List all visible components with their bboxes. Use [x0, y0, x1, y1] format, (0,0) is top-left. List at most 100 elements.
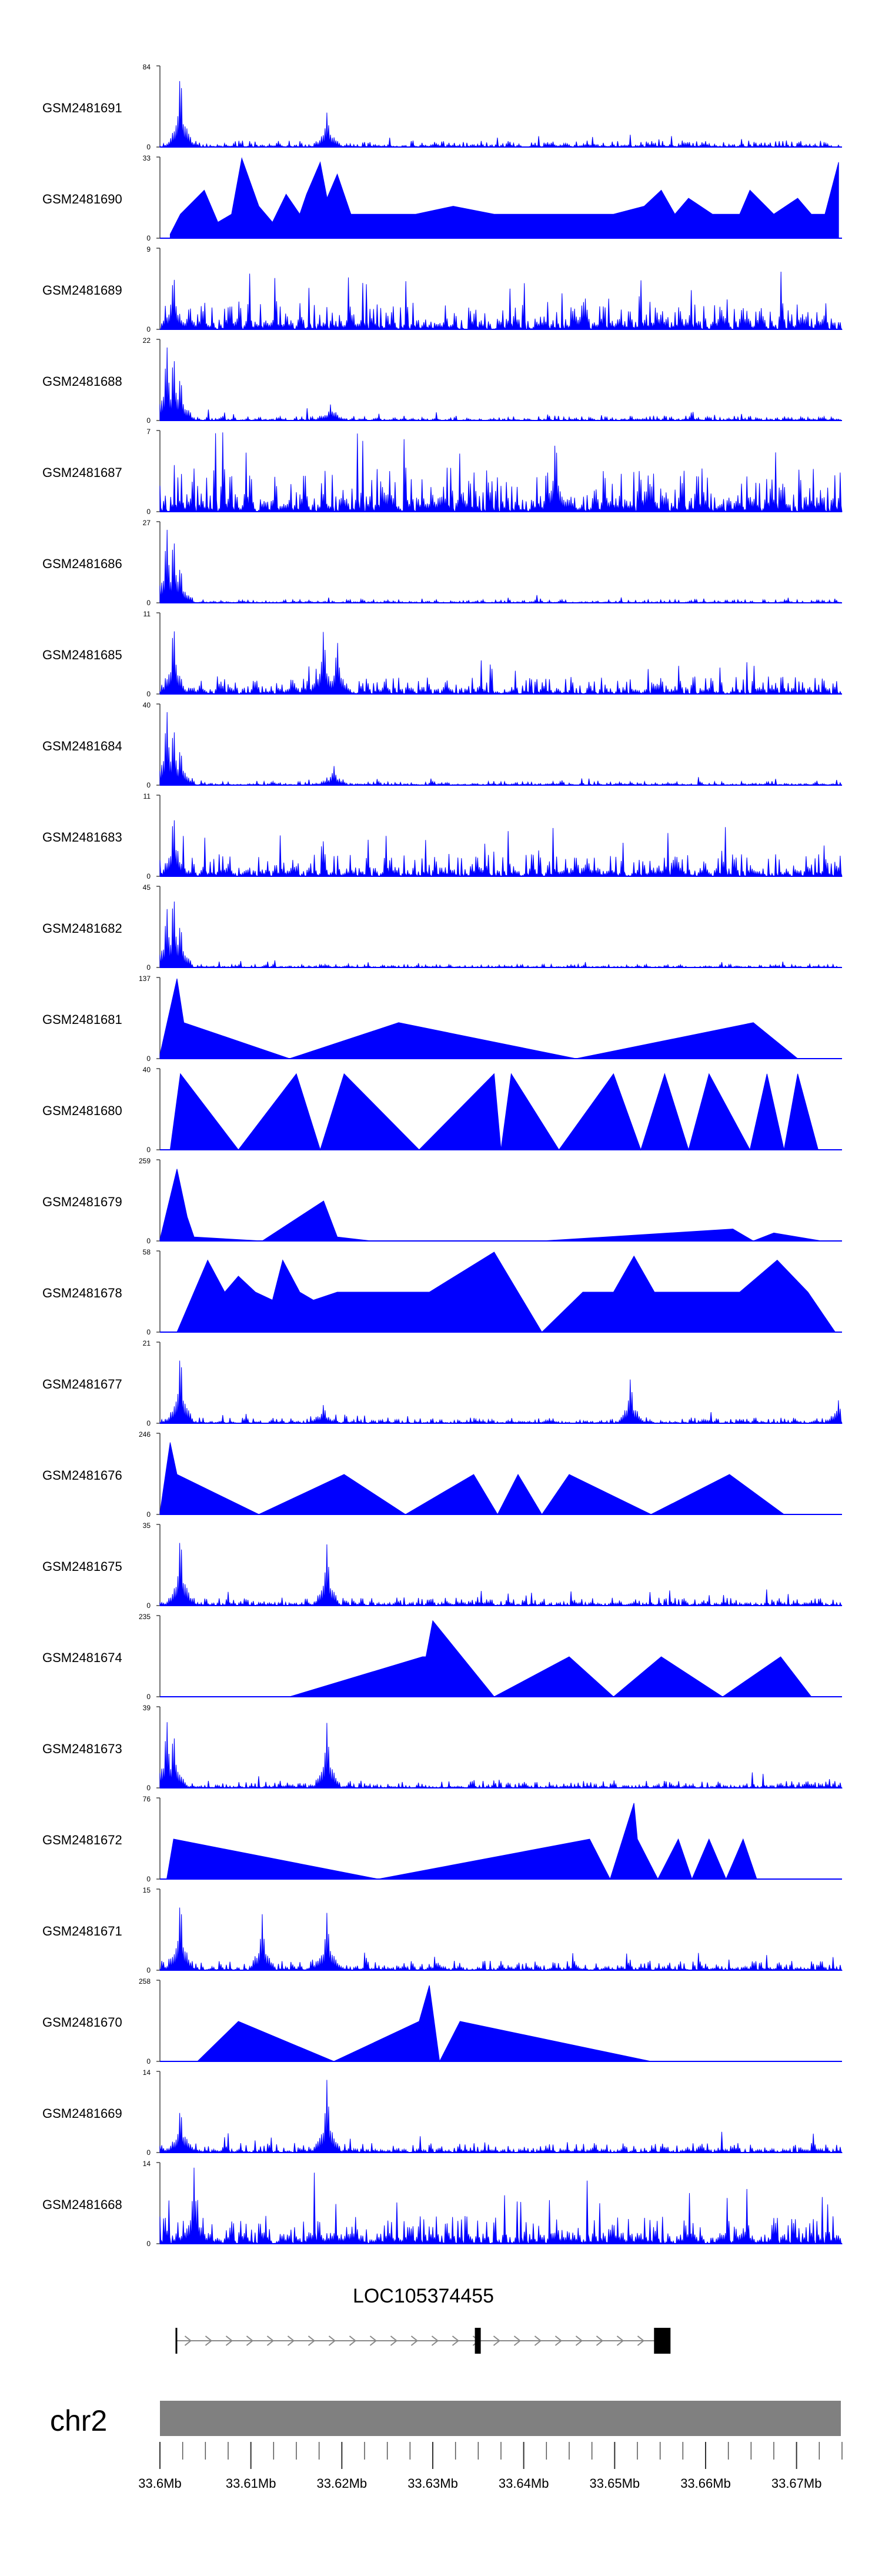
- coverage-area: [289, 1620, 812, 1697]
- strand-arrow: [369, 2335, 377, 2346]
- track-label: GSM2481673: [42, 1741, 122, 1756]
- ymin-label: 0: [146, 1328, 151, 1336]
- ymax-label: 14: [143, 2068, 151, 2077]
- ymin-label: 0: [146, 1055, 151, 1063]
- strand-arrow: [513, 2335, 522, 2346]
- strand-arrow: [246, 2335, 254, 2346]
- track-GSM2481679: GSM2481679 259 0: [42, 1157, 842, 1245]
- track-label: GSM2481688: [42, 374, 122, 389]
- ymax-label: 84: [143, 63, 151, 71]
- track-GSM2481670: GSM2481670 258 0: [42, 1977, 842, 2066]
- ymin-label: 0: [146, 1419, 151, 1427]
- track-GSM2481687: GSM2481687 7 0: [42, 428, 843, 516]
- track-GSM2481669: GSM2481669 14 0: [42, 2068, 843, 2157]
- coverage-area: [159, 978, 799, 1059]
- ymin-label: 0: [146, 2057, 151, 2066]
- strand-arrow: [349, 2335, 357, 2346]
- ymin-label: 0: [146, 234, 151, 242]
- ymax-label: 235: [139, 1613, 151, 1621]
- ymax-label: 76: [143, 1795, 151, 1803]
- track-GSM2481684: GSM2481684 40 0: [42, 701, 843, 789]
- coverage-area: [196, 1985, 652, 2063]
- track-GSM2481678: GSM2481678 58 0: [42, 1248, 842, 1336]
- track-label: GSM2481679: [42, 1194, 122, 1209]
- strand-arrow: [390, 2335, 398, 2346]
- coverage-area: [159, 1907, 843, 1971]
- ymax-label: 14: [143, 2160, 151, 2168]
- ymax-label: 40: [143, 1066, 151, 1074]
- coverage-area: [159, 712, 843, 786]
- ymax-label: 45: [143, 883, 151, 892]
- ymin-label: 0: [146, 2148, 151, 2157]
- ymin-label: 0: [146, 690, 151, 698]
- strand-arrow: [287, 2335, 295, 2346]
- track-label: GSM2481690: [42, 192, 122, 206]
- coverage-area: [166, 1803, 798, 1880]
- strand-arrow: [308, 2335, 316, 2346]
- ymax-label: 33: [143, 154, 151, 162]
- track-label: GSM2481684: [42, 739, 122, 753]
- ymin-label: 0: [146, 963, 151, 972]
- ymax-label: 11: [143, 610, 151, 618]
- ymax-label: 15: [143, 1886, 151, 1894]
- tick-label: 33.67Mb: [771, 2476, 822, 2491]
- track-GSM2481680: GSM2481680 40 0: [42, 1066, 842, 1154]
- strand-arrow: [410, 2335, 419, 2346]
- ymin-label: 0: [146, 781, 151, 789]
- track-label: GSM2481682: [42, 921, 122, 936]
- track-label: GSM2481685: [42, 648, 122, 662]
- coverage-area: [159, 271, 843, 331]
- ymin-label: 0: [146, 325, 151, 333]
- coverage-area: [159, 2167, 843, 2245]
- strand-arrow: [205, 2335, 213, 2346]
- ymax-label: 258: [139, 1977, 151, 1986]
- tick-label: 33.62Mb: [317, 2476, 368, 2491]
- track-GSM2481674: GSM2481674 235 0: [42, 1613, 842, 1701]
- coverage-area: [159, 2080, 843, 2154]
- ymin-label: 0: [146, 1784, 151, 1792]
- track-GSM2481690: GSM2481690 33 0: [42, 154, 842, 242]
- chromosome-bar: [160, 2401, 841, 2436]
- coverage-area: [159, 820, 843, 877]
- gene-model: [175, 2328, 671, 2354]
- track-GSM2481672: GSM2481672 76 0: [42, 1795, 842, 1883]
- ymin-label: 0: [146, 599, 151, 607]
- track-label: GSM2481687: [42, 465, 122, 480]
- track-GSM2481691: GSM2481691 84 0: [42, 63, 843, 151]
- track-label: GSM2481681: [42, 1012, 122, 1027]
- coverage-area: [159, 901, 843, 969]
- gene-annotation: LOC105374455: [175, 2285, 671, 2354]
- ymax-label: 259: [139, 1157, 151, 1165]
- ymin-label: 0: [146, 1966, 151, 1974]
- coverage-area: [159, 1169, 822, 1242]
- coverage-area: [159, 1360, 843, 1424]
- track-GSM2481689: GSM2481689 9 0: [42, 245, 843, 333]
- track-GSM2481682: GSM2481682 45 0: [42, 883, 843, 972]
- strand-arrow: [554, 2335, 563, 2346]
- coverage-area: [159, 631, 843, 695]
- strand-arrow: [575, 2335, 583, 2346]
- exon: [175, 2328, 178, 2354]
- ymin-label: 0: [146, 1693, 151, 1701]
- strand-arrow: [637, 2335, 645, 2346]
- track-GSM2481686: GSM2481686 27 0: [42, 519, 843, 607]
- tick-label: 33.6Mb: [138, 2476, 181, 2491]
- strand-arrow: [266, 2335, 275, 2346]
- tick-label: 33.66Mb: [680, 2476, 731, 2491]
- track-GSM2481688: GSM2481688 22 0: [42, 336, 843, 425]
- track-label: GSM2481686: [42, 556, 122, 571]
- ymin-label: 0: [146, 1237, 151, 1245]
- tick-label: 33.61Mb: [226, 2476, 276, 2491]
- track-GSM2481683: GSM2481683 11 0: [42, 792, 843, 880]
- coverage-area: [159, 1722, 843, 1789]
- track-label: GSM2481683: [42, 830, 122, 845]
- coverage-area: [159, 1543, 843, 1607]
- ymin-label: 0: [146, 2240, 151, 2248]
- strand-arrow: [596, 2335, 604, 2346]
- ymin-label: 0: [146, 1510, 151, 1519]
- strand-arrow: [328, 2335, 336, 2346]
- ymax-label: 27: [143, 519, 151, 527]
- coverage-area: [159, 347, 843, 422]
- ymax-label: 21: [143, 1339, 151, 1347]
